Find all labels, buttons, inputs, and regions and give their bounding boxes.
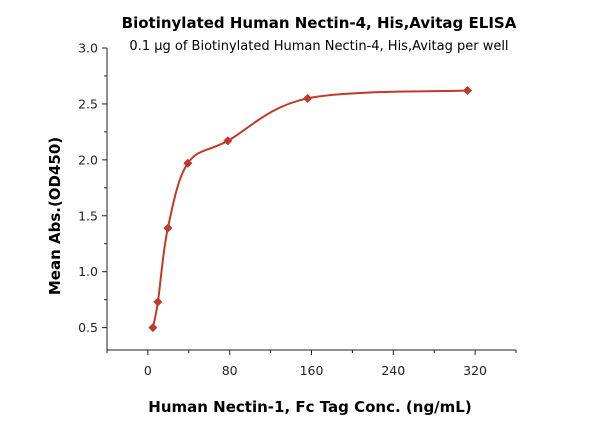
x-tick-label: 80 (222, 363, 238, 378)
y-axis-ticks: 0.5 1.0 1.5 2.0 2.5 3.0 (78, 41, 107, 335)
chart-title: Biotinylated Human Nectin-4, His,Avitag … (122, 14, 517, 32)
data-point (183, 158, 193, 168)
x-axis-ticks: 0 80 160 240 320 (106, 350, 517, 378)
data-points (148, 86, 472, 333)
data-point (148, 323, 158, 333)
data-point (462, 86, 472, 96)
fit-curve (151, 89, 468, 328)
y-tick-label: 1.5 (78, 208, 98, 223)
axes (106, 48, 516, 351)
y-tick-label: 2.0 (78, 152, 98, 167)
data-point (153, 297, 163, 307)
chart-subtitle: 0.1 μg of Biotinylated Human Nectin-4, H… (129, 39, 508, 54)
x-tick-label: 0 (144, 363, 152, 378)
x-tick-label: 160 (300, 363, 324, 378)
x-tick-label: 240 (381, 363, 405, 378)
x-axis-label: Human Nectin-1, Fc Tag Conc. (ng/mL) (148, 398, 471, 416)
data-point (223, 136, 233, 146)
y-tick-label: 3.0 (78, 41, 98, 56)
y-tick-label: 1.0 (78, 264, 98, 279)
y-tick-label: 2.5 (78, 96, 98, 111)
data-point (163, 223, 173, 233)
y-axis-label: Mean Abs.(OD450) (46, 137, 64, 295)
y-tick-label: 0.5 (78, 320, 98, 335)
data-point (303, 93, 313, 103)
x-tick-label: 320 (463, 363, 487, 378)
